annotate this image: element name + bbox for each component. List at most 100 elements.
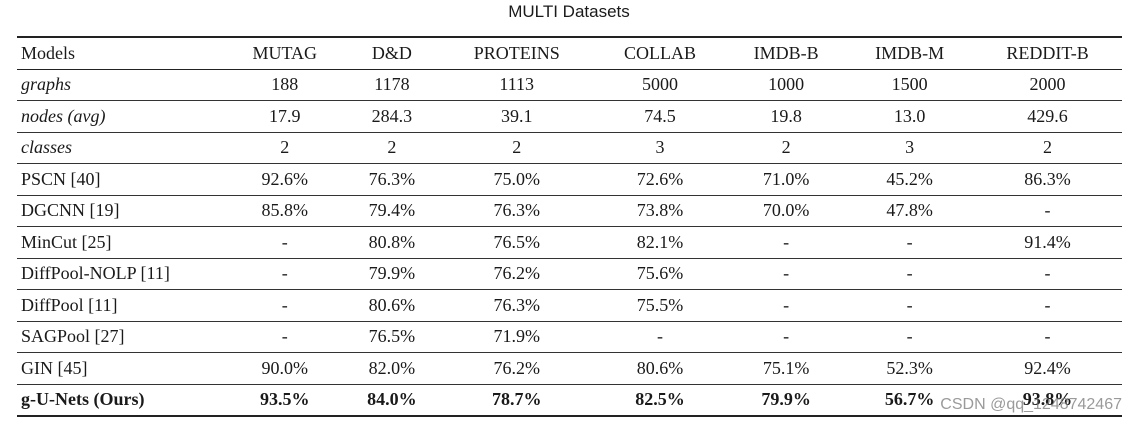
table-cell: 3 bbox=[655, 137, 665, 158]
table-cell: 71.9% bbox=[493, 326, 540, 347]
table-cell: - bbox=[281, 263, 288, 284]
result-row-ours: g-U-Nets (Ours) 93.5% 84.0% 78.7% 82.5% … bbox=[17, 384, 1122, 416]
table-cell: 76.5% bbox=[368, 326, 416, 347]
table-cell: 1113 bbox=[499, 74, 535, 95]
table-cell: 80.6% bbox=[368, 294, 416, 315]
table-cell: 2 bbox=[387, 137, 397, 158]
table-cell: 80.8% bbox=[368, 231, 416, 252]
row-label: graphs bbox=[21, 74, 72, 95]
stat-row-nodes: nodes (avg) 17.9 284.3 39.1 74.5 19.8 13… bbox=[17, 101, 1122, 132]
table-cell: 86.3% bbox=[1024, 168, 1071, 189]
table-cell: - bbox=[1044, 263, 1051, 284]
table-cell: 17.9 bbox=[269, 105, 301, 126]
row-label: g-U-Nets (Ours) bbox=[21, 389, 145, 410]
table-cell: 284.3 bbox=[371, 105, 413, 126]
table-cell: - bbox=[281, 326, 288, 347]
row-label: PSCN [40] bbox=[21, 168, 101, 189]
row-label: DGCNN [19] bbox=[21, 200, 120, 221]
table-cell: 76.5% bbox=[493, 231, 540, 252]
table-cell: 79.9% bbox=[368, 263, 416, 284]
table-cell: 75.1% bbox=[762, 357, 810, 378]
stat-row-graphs: graphs 188 1178 1113 5000 1000 1500 2000 bbox=[17, 69, 1122, 101]
row-label: DiffPool [11] bbox=[21, 294, 118, 315]
table-cell: 76.3% bbox=[493, 200, 540, 221]
table-cell: - bbox=[783, 231, 790, 252]
table-cell: 91.4% bbox=[1024, 231, 1071, 252]
table-cell: 13.0 bbox=[893, 105, 926, 126]
table-cell: 90.0% bbox=[261, 357, 309, 378]
table-cell: 2 bbox=[781, 137, 791, 158]
table-cell: 188 bbox=[271, 74, 299, 95]
table-cell: 93.5% bbox=[260, 389, 310, 410]
table-cell: 74.5 bbox=[644, 105, 676, 126]
table-cell: 39.1 bbox=[500, 105, 533, 126]
stat-row-classes: classes 2 2 2 3 2 3 2 bbox=[17, 132, 1122, 164]
table-cell: 93.8% bbox=[1022, 389, 1073, 410]
result-row-gin: GIN [45] 90.0% 82.0% 76.2% 80.6% 75.1% 5… bbox=[17, 353, 1122, 384]
table-cell: 82.5% bbox=[635, 389, 685, 410]
table-cell: 71.0% bbox=[762, 168, 810, 189]
table-cell: 75.5% bbox=[636, 294, 684, 315]
table-cell: 73.8% bbox=[636, 200, 684, 221]
header-cell: IMDB-M bbox=[875, 42, 945, 63]
table-cell: 3 bbox=[905, 137, 915, 158]
header-cell: MUTAG bbox=[252, 42, 318, 63]
table-cell: - bbox=[783, 326, 790, 347]
table-cell: - bbox=[1044, 200, 1051, 221]
table-cell: - bbox=[783, 263, 790, 284]
table-cell: 429.6 bbox=[1027, 105, 1068, 126]
table-cell: 75.0% bbox=[493, 168, 540, 189]
header-cell: D&D bbox=[371, 42, 412, 63]
header-cell: COLLAB bbox=[624, 42, 697, 63]
result-row-sagpool: SAGPool [27] - 76.5% 71.9% - - - - bbox=[17, 321, 1122, 353]
table-cell: - bbox=[906, 326, 913, 347]
table-cell: 72.6% bbox=[636, 168, 684, 189]
table-cell: 78.7% bbox=[491, 389, 542, 410]
table-cell: - bbox=[783, 294, 790, 315]
table-cell: 79.9% bbox=[761, 389, 811, 410]
table-cell: 45.2% bbox=[886, 168, 933, 189]
table-cell: 79.4% bbox=[368, 200, 416, 221]
result-row-dgcnn: DGCNN [19] 85.8% 79.4% 76.3% 73.8% 70.0%… bbox=[17, 195, 1122, 227]
table-caption: MULTI Datasets bbox=[508, 2, 630, 21]
table-cell: 76.2% bbox=[493, 357, 540, 378]
watermark: CSDN @qq_1248742467 bbox=[940, 396, 1122, 413]
table-cell: 76.3% bbox=[493, 294, 540, 315]
table-cell: 2 bbox=[1043, 137, 1053, 158]
table-cell: 1178 bbox=[374, 74, 410, 95]
header-cell: IMDB-B bbox=[753, 42, 819, 63]
table-cell: 85.8% bbox=[261, 200, 309, 221]
table-cell: 92.6% bbox=[261, 168, 309, 189]
table-cell: 1500 bbox=[891, 74, 928, 95]
table-cell: 75.6% bbox=[636, 263, 684, 284]
header-cell: PROTEINS bbox=[473, 42, 560, 63]
row-label: classes bbox=[21, 137, 72, 158]
table-cell: 19.8 bbox=[770, 105, 802, 126]
table-cell: 84.0% bbox=[367, 389, 417, 410]
result-row-diffpool: DiffPool [11] - 80.6% 76.3% 75.5% - - - bbox=[17, 290, 1122, 321]
results-table: Models MUTAG D&D PROTEINS COLLAB IMDB-B … bbox=[17, 36, 1122, 417]
table-cell: 70.0% bbox=[762, 200, 810, 221]
table-cell: 2 bbox=[280, 137, 290, 158]
header-cell: REDDIT-B bbox=[1006, 42, 1089, 63]
row-label: DiffPool-NOLP [11] bbox=[21, 263, 170, 284]
row-label: MinCut [25] bbox=[21, 231, 112, 252]
result-row-pscn: PSCN [40] 92.6% 76.3% 75.0% 72.6% 71.0% … bbox=[17, 164, 1122, 195]
table-cell: 82.0% bbox=[368, 357, 416, 378]
table-cell: 76.2% bbox=[493, 263, 540, 284]
table-header-row: Models MUTAG D&D PROTEINS COLLAB IMDB-B … bbox=[17, 37, 1122, 69]
table-cell: - bbox=[1044, 326, 1051, 347]
table-cell: 2 bbox=[512, 137, 522, 158]
result-row-diffpool-nolp: DiffPool-NOLP [11] - 79.9% 76.2% 75.6% -… bbox=[17, 258, 1122, 290]
result-row-mincut: MinCut [25] - 80.8% 76.5% 82.1% - - 91.4… bbox=[17, 227, 1122, 258]
table-cell: - bbox=[281, 294, 288, 315]
table-cell: 56.7% bbox=[884, 389, 935, 410]
table-cell: - bbox=[281, 231, 288, 252]
table-cell: 1000 bbox=[768, 74, 805, 95]
row-label: SAGPool [27] bbox=[21, 326, 125, 347]
row-label: nodes (avg) bbox=[21, 105, 106, 126]
table-cell: 76.3% bbox=[368, 168, 416, 189]
table-cell: 82.1% bbox=[636, 231, 684, 252]
table-cell: - bbox=[906, 231, 913, 252]
table-cell: 92.4% bbox=[1024, 357, 1071, 378]
